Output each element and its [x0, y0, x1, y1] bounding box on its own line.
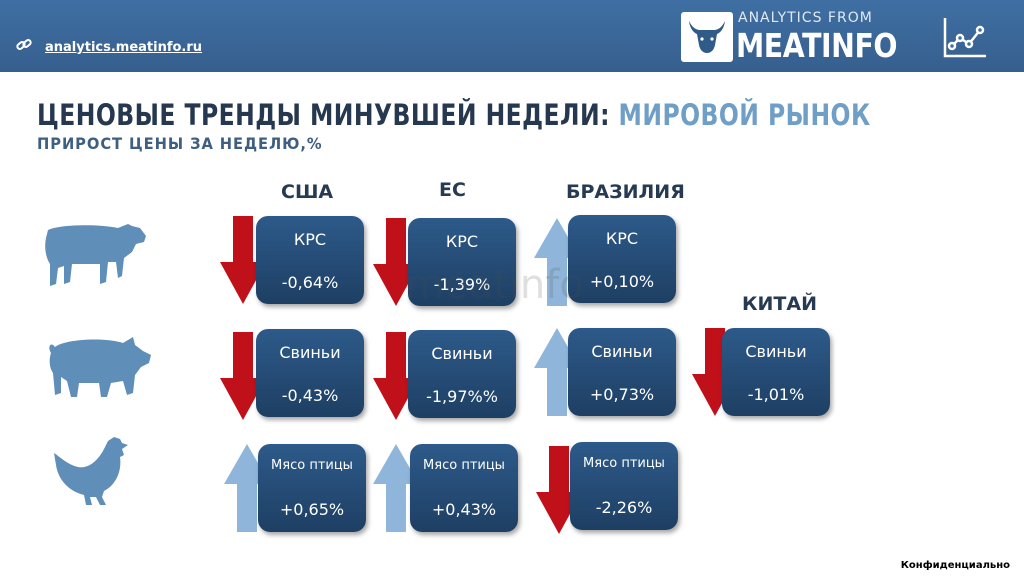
card-category: Свиньи — [279, 343, 341, 362]
card-value: +0,65% — [279, 500, 345, 519]
card-value: -2,26% — [595, 498, 653, 517]
watermark: meatinfo — [405, 262, 584, 308]
card-value: +0,73% — [589, 385, 655, 404]
card-category: Свиньи — [591, 342, 653, 361]
card-category: КРС — [293, 230, 327, 249]
pig-icon — [49, 337, 151, 397]
title-accent: МИРОВОЙ РЫНОК — [618, 98, 871, 132]
card-value: -1,97%% — [426, 387, 498, 406]
logo-small-text: ANALYTICS FROM — [738, 10, 873, 26]
site-link[interactable]: analytics.meatinfo.ru — [45, 40, 203, 55]
card-brazil-pork: Свиньи +0,73% — [568, 328, 676, 416]
page-title: ЦЕНОВЫЕ ТРЕНДЫ МИНУВШЕЙ НЕДЕЛИ: МИРОВОЙ … — [37, 98, 871, 132]
trend-up-arrow-eu-poultry — [373, 444, 419, 532]
card-value: +0,10% — [589, 272, 655, 291]
logo-big-text: MEATINFO — [736, 26, 898, 65]
card-value: -1,01% — [747, 385, 805, 404]
card-value: -1,39% — [433, 275, 491, 294]
card-category: КРС — [445, 232, 479, 251]
card-category: Свиньи — [745, 342, 807, 361]
card-usa-poultry: Мясо птицы +0,65% — [258, 444, 366, 532]
card-category: КРС — [605, 229, 639, 248]
card-china-pork: Свиньи -1,01% — [722, 328, 830, 416]
column-eu: ЕС — [439, 179, 466, 201]
card-category: Мясо птицы — [271, 458, 353, 473]
card-brazil-poultry: Мясо птицы -2,26% — [570, 442, 678, 530]
card-category: Мясо птицы — [423, 458, 505, 473]
card-eu-beef: КРС -1,39% — [408, 218, 516, 306]
column-brazil: БРАЗИЛИЯ — [566, 181, 685, 203]
card-usa-pork: Свиньи -0,43% — [256, 329, 364, 417]
trend-down-arrow-eu-beef — [373, 218, 419, 306]
column-china: КИТАЙ — [742, 293, 817, 315]
card-eu-pork: Свиньи -1,97%% — [408, 330, 516, 418]
link-icon — [16, 39, 32, 50]
card-category: Свиньи — [431, 344, 493, 363]
card-value: +0,43% — [431, 500, 497, 519]
header-bar: analytics.meatinfo.ru ANALYTICS FROM MEA… — [0, 0, 1024, 72]
title-main: ЦЕНОВЫЕ ТРЕНДЫ МИНУВШЕЙ НЕДЕЛИ: — [37, 98, 610, 132]
card-brazil-beef: КРС +0,10% — [568, 215, 676, 303]
card-value: -0,43% — [281, 386, 339, 405]
line-chart-icon — [943, 18, 986, 58]
trend-down-arrow-usa-pork — [220, 332, 266, 420]
card-category: Мясо птицы — [583, 456, 665, 471]
bull-logo-icon — [681, 12, 733, 62]
card-value: -0,64% — [281, 273, 339, 292]
page-subtitle: ПРИРОСТ ЦЕНЫ ЗА НЕДЕЛЮ,% — [37, 134, 323, 153]
chicken-icon — [54, 437, 128, 505]
card-usa-beef: КРС -0,64% — [256, 216, 364, 304]
trend-down-arrow-eu-pork — [373, 332, 419, 420]
card-eu-poultry: Мясо птицы +0,43% — [410, 444, 518, 532]
confidential-label: Конфиденциально — [900, 560, 1010, 571]
cow-icon — [45, 224, 146, 286]
column-usa: США — [281, 181, 334, 203]
trend-down-arrow-usa-beef — [220, 216, 266, 304]
